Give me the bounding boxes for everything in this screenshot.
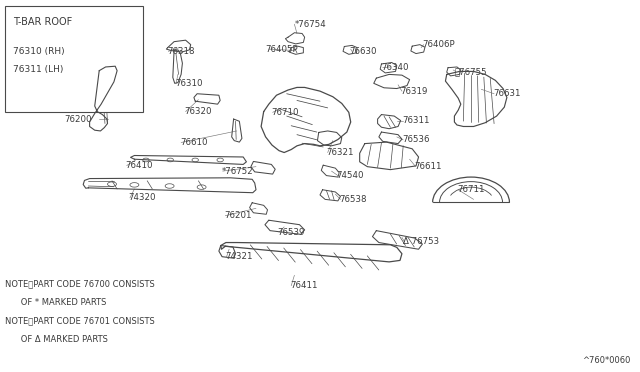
Text: 74320: 74320 — [128, 193, 156, 202]
Text: 76405P: 76405P — [266, 45, 298, 54]
Text: 76536: 76536 — [402, 135, 429, 144]
Polygon shape — [289, 46, 303, 54]
Text: 76630: 76630 — [349, 47, 376, 56]
Polygon shape — [343, 45, 357, 54]
Polygon shape — [372, 231, 422, 249]
Text: 76611: 76611 — [414, 162, 442, 171]
Text: ݥ76755: ݥ76755 — [454, 67, 487, 76]
Polygon shape — [250, 203, 268, 214]
Text: NOTE、PART CODE 76700 CONSISTS: NOTE、PART CODE 76700 CONSISTS — [5, 279, 155, 288]
Polygon shape — [320, 190, 340, 201]
Polygon shape — [265, 220, 305, 234]
Polygon shape — [360, 142, 419, 170]
Text: 76710: 76710 — [271, 108, 299, 117]
Polygon shape — [131, 155, 246, 164]
Text: 76320: 76320 — [184, 107, 212, 116]
Polygon shape — [194, 94, 220, 104]
Bar — [5, 6, 143, 112]
Text: 76310 (RH): 76310 (RH) — [13, 46, 65, 55]
Text: *76754: *76754 — [294, 20, 326, 29]
Polygon shape — [219, 246, 236, 258]
Text: 76711: 76711 — [457, 185, 484, 194]
Text: 76311 (LH): 76311 (LH) — [13, 65, 64, 74]
Text: NOTE、PART CODE 76701 CONSISTS: NOTE、PART CODE 76701 CONSISTS — [5, 317, 155, 326]
Polygon shape — [173, 50, 182, 83]
Polygon shape — [232, 119, 242, 142]
Text: 76200: 76200 — [64, 115, 92, 124]
Text: 74321: 74321 — [225, 252, 253, 261]
Text: OF * MARKED PARTS: OF * MARKED PARTS — [5, 298, 106, 307]
Polygon shape — [261, 87, 351, 153]
Polygon shape — [285, 33, 305, 44]
Text: 76538: 76538 — [339, 195, 367, 204]
Polygon shape — [379, 132, 402, 144]
Text: 74540: 74540 — [337, 171, 364, 180]
Polygon shape — [221, 243, 402, 262]
Text: ^760*0060: ^760*0060 — [582, 356, 630, 365]
Polygon shape — [374, 74, 410, 89]
Polygon shape — [251, 161, 275, 174]
Text: 76610: 76610 — [180, 138, 208, 147]
Polygon shape — [90, 66, 117, 131]
Text: 76631: 76631 — [493, 89, 520, 98]
Polygon shape — [317, 131, 342, 146]
Text: 76539: 76539 — [278, 228, 305, 237]
Polygon shape — [378, 115, 401, 129]
Polygon shape — [447, 67, 461, 76]
Text: 76340: 76340 — [381, 63, 409, 72]
Polygon shape — [411, 45, 425, 54]
Text: T-BAR ROOF: T-BAR ROOF — [13, 17, 73, 27]
Text: 76319: 76319 — [401, 87, 428, 96]
Text: OF Δ MARKED PARTS: OF Δ MARKED PARTS — [5, 335, 108, 344]
Text: 76410: 76410 — [125, 161, 153, 170]
Text: 76321: 76321 — [326, 148, 354, 157]
Polygon shape — [321, 165, 339, 177]
Text: 76310: 76310 — [175, 79, 203, 88]
Polygon shape — [445, 71, 507, 126]
Text: 76411: 76411 — [290, 281, 317, 290]
Text: Δ 76753: Δ 76753 — [403, 237, 439, 246]
Polygon shape — [83, 178, 256, 193]
Polygon shape — [166, 40, 191, 52]
Text: 76318: 76318 — [168, 47, 195, 56]
Text: *76752: *76752 — [221, 167, 253, 176]
Polygon shape — [380, 62, 397, 73]
Text: 76311: 76311 — [402, 116, 429, 125]
Text: 76406P: 76406P — [422, 40, 455, 49]
Text: 76201: 76201 — [224, 211, 252, 220]
